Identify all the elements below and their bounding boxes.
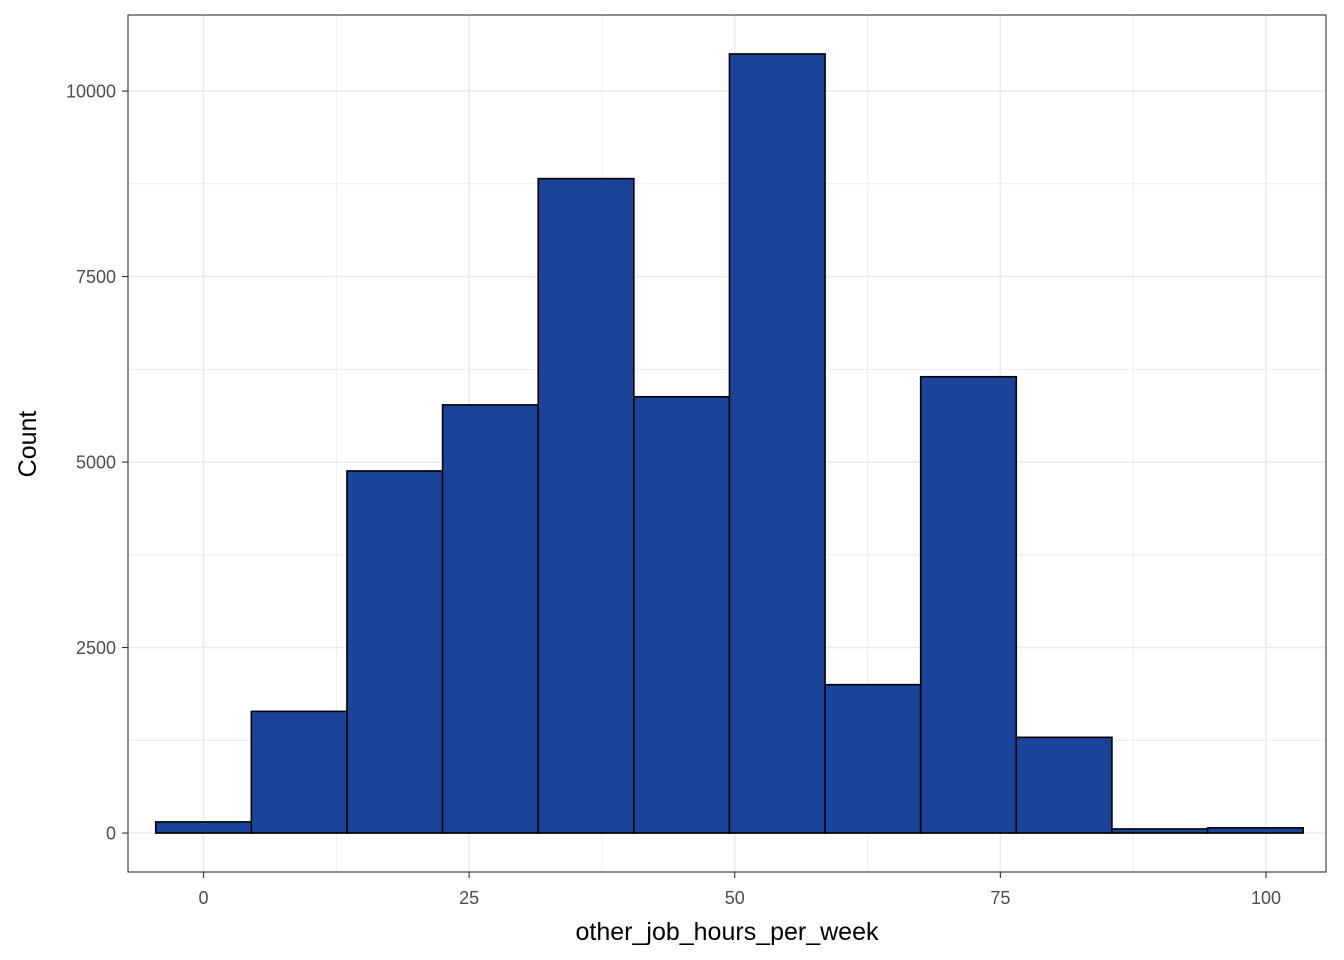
histogram-bar-9	[919, 375, 1018, 834]
x-tick-label: 0	[199, 888, 209, 908]
histogram-bar-7	[728, 53, 826, 834]
histogram-bar-4	[441, 404, 540, 834]
histogram-bars	[154, 53, 1304, 834]
histogram-bar-8	[824, 683, 922, 834]
histogram-bar-3	[346, 470, 444, 834]
x-tick-label: 25	[459, 888, 479, 908]
y-tick-label: 2500	[76, 638, 116, 658]
histogram-bar-12	[1206, 827, 1304, 834]
histogram-bar-11	[1111, 828, 1209, 834]
x-tick-label: 75	[990, 888, 1010, 908]
histogram-bar-10	[1015, 736, 1113, 834]
histogram-bar-5	[537, 177, 635, 834]
x-axis-title: other_job_hours_per_week	[576, 918, 879, 946]
histogram-bar-6	[633, 395, 731, 834]
histogram-bar-1	[154, 821, 253, 834]
y-tick-label: 10000	[66, 82, 116, 102]
y-tick-label: 0	[106, 824, 116, 844]
y-axis-ticks: 0 2500 5000 7500 10000	[66, 82, 128, 844]
y-axis-title: Count	[14, 411, 42, 478]
histogram-bar-2	[250, 710, 348, 834]
x-tick-label: 100	[1251, 888, 1281, 908]
panel-border	[127, 14, 1327, 873]
y-tick-label: 7500	[76, 267, 116, 287]
x-tick-label: 50	[725, 888, 745, 908]
x-axis-ticks: 0 25 50 75 100	[199, 872, 1281, 908]
y-tick-label: 5000	[76, 453, 116, 473]
